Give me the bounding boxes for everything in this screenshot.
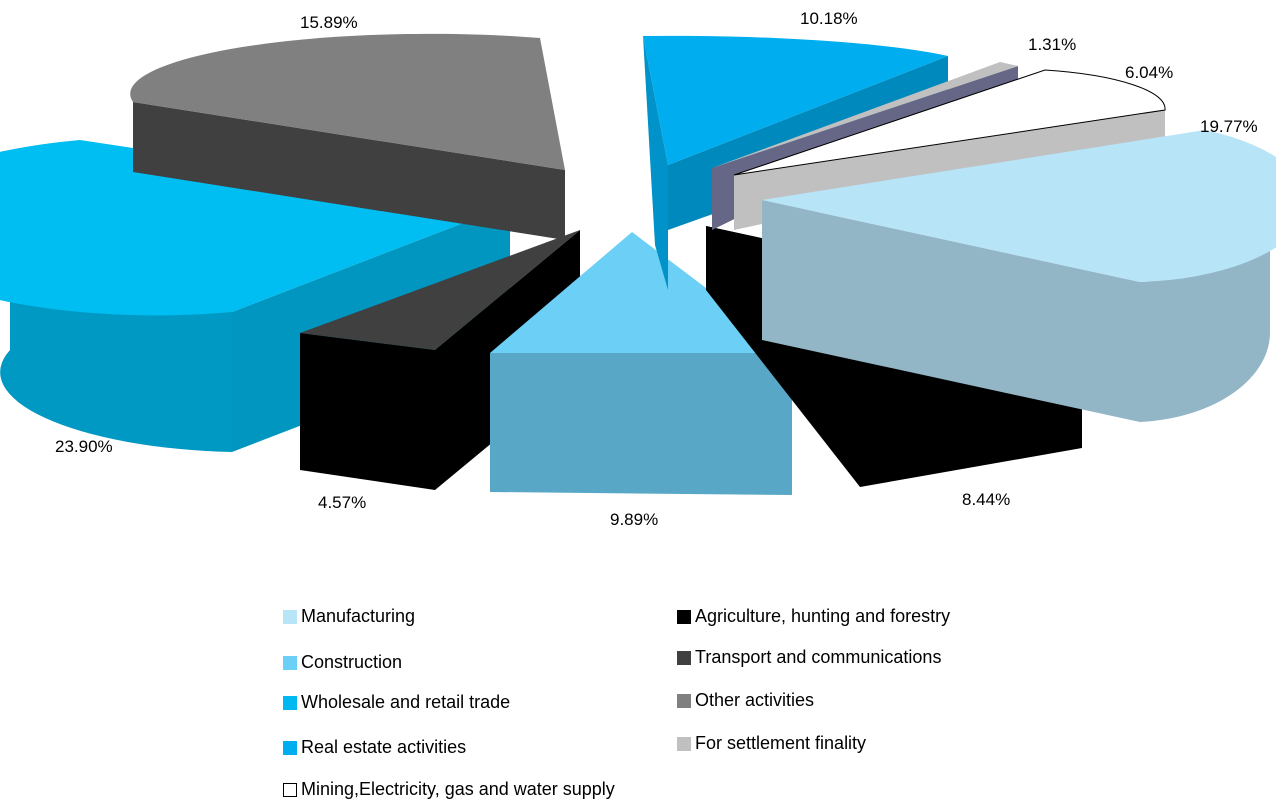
slice-transport-top bbox=[300, 230, 580, 350]
label-9-89: 9.89% bbox=[610, 510, 658, 529]
slice-mining-top bbox=[733, 69, 1166, 176]
slice-construction bbox=[490, 232, 792, 495]
label-1-31: 1.31% bbox=[1028, 35, 1076, 54]
slice-construction-top bbox=[490, 232, 792, 353]
slice-manufacturing-side2 bbox=[1140, 190, 1271, 422]
slice-real-estate-top bbox=[643, 35, 948, 166]
label-8-44: 8.44% bbox=[962, 490, 1010, 509]
slice-construction-side bbox=[490, 353, 792, 495]
label-6-04: 6.04% bbox=[1125, 63, 1173, 82]
slice-wholesale-top bbox=[0, 140, 510, 316]
slice-wholesale-side bbox=[0, 210, 233, 452]
slice-transport-side bbox=[300, 333, 435, 490]
slice-real-estate-side bbox=[643, 36, 668, 290]
label-10-18: 10.18% bbox=[800, 9, 858, 28]
slice-manufacturing-side bbox=[762, 200, 1140, 422]
label-4-57: 4.57% bbox=[318, 493, 366, 512]
label-23-90: 23.90% bbox=[55, 437, 113, 456]
label-19-77: 19.77% bbox=[1200, 117, 1258, 136]
slice-other-top bbox=[130, 33, 565, 170]
slice-manufacturing-top bbox=[762, 130, 1276, 282]
label-15-89: 15.89% bbox=[300, 13, 358, 32]
slice-other-activities bbox=[130, 33, 565, 240]
slice-other-side bbox=[133, 102, 565, 240]
slice-small-top bbox=[712, 62, 1018, 168]
slice-manufacturing bbox=[762, 130, 1276, 422]
